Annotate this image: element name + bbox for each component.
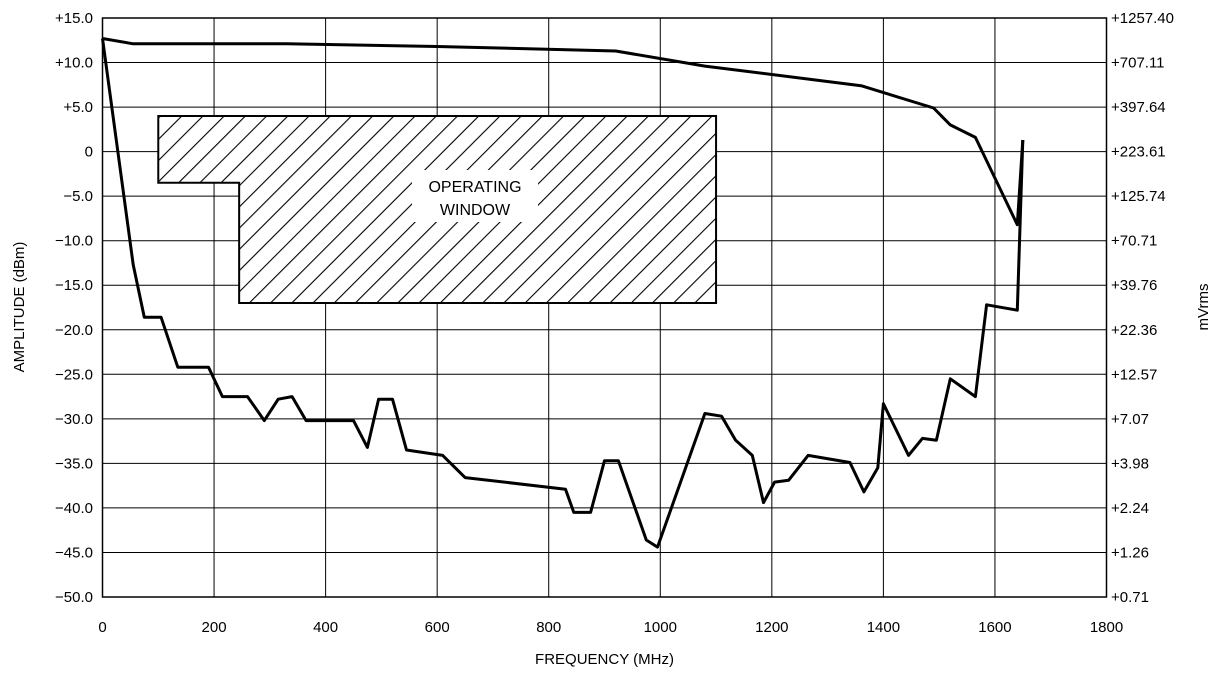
y-axis-label: AMPLITUDE (dBm) bbox=[11, 242, 28, 373]
y-tick-label: −20.0 bbox=[55, 322, 93, 339]
y2-tick-label: +1.26 bbox=[1111, 544, 1149, 561]
y-tick-label: 0 bbox=[85, 144, 93, 161]
series-group bbox=[101, 37, 1025, 549]
y2-tick-label: +3.98 bbox=[1111, 455, 1149, 472]
y2-tick-label: +1257.40 bbox=[1111, 10, 1174, 27]
tick-labels: 0 200 400 600 800 1000 1200 1400 1600 1800 +15.0 +1… bbox=[55, 10, 1174, 636]
y-tick-label: −25.0 bbox=[55, 366, 93, 383]
operating-window-label: WINDOW bbox=[440, 202, 511, 219]
y2-tick-label: +12.57 bbox=[1111, 366, 1157, 383]
y2-tick-label: +39.76 bbox=[1111, 277, 1157, 294]
x-tick-label: 1800 bbox=[1090, 619, 1123, 636]
y-tick-label: −15.0 bbox=[55, 277, 93, 294]
y-tick-label: −35.0 bbox=[55, 455, 93, 472]
y-tick-label: −40.0 bbox=[55, 500, 93, 517]
series-line-upper bbox=[102, 37, 1025, 227]
y2-tick-label: +7.07 bbox=[1111, 411, 1149, 428]
y-tick-label: −10.0 bbox=[55, 233, 93, 250]
y2-tick-label: +223.61 bbox=[1111, 144, 1166, 161]
grid bbox=[102, 17, 1107, 598]
y2-tick-label: +0.71 bbox=[1111, 589, 1149, 606]
x-tick-label: 200 bbox=[202, 619, 227, 636]
y-tick-label: +15.0 bbox=[55, 10, 93, 27]
y2-tick-label: +22.36 bbox=[1111, 322, 1157, 339]
x-tick-label: 1400 bbox=[867, 619, 900, 636]
x-axis-label: FREQUENCY (MHz) bbox=[535, 651, 674, 668]
y-tick-label: −5.0 bbox=[63, 188, 93, 205]
x-tick-label: 1200 bbox=[755, 619, 788, 636]
y2-axis-label: mVrms bbox=[1195, 284, 1212, 331]
x-tick-label: 0 bbox=[98, 619, 106, 636]
y2-tick-label: +2.24 bbox=[1111, 500, 1149, 517]
x-tick-label: 1600 bbox=[978, 619, 1011, 636]
operating-window: OPERATING WINDOW bbox=[157, 114, 718, 305]
plot-frame bbox=[101, 17, 1108, 598]
y-tick-label: −45.0 bbox=[55, 544, 93, 561]
x-tick-label: 800 bbox=[536, 619, 561, 636]
y-tick-label: −50.0 bbox=[55, 589, 93, 606]
x-tick-label: 600 bbox=[425, 619, 450, 636]
y2-tick-label: +397.64 bbox=[1111, 99, 1166, 116]
y-tick-label: −30.0 bbox=[55, 411, 93, 428]
y2-tick-label: +707.11 bbox=[1111, 55, 1165, 72]
y-tick-label: +5.0 bbox=[63, 99, 93, 116]
operating-window-label: OPERATING bbox=[428, 179, 521, 196]
x-tick-label: 1000 bbox=[644, 619, 677, 636]
y2-tick-label: +125.74 bbox=[1111, 188, 1166, 205]
y2-tick-label: +70.71 bbox=[1111, 233, 1157, 250]
x-tick-label: 400 bbox=[313, 619, 338, 636]
operating-window-label-bg bbox=[412, 170, 538, 222]
series-line-lower bbox=[101, 38, 1025, 549]
y-tick-label: +10.0 bbox=[55, 55, 93, 72]
